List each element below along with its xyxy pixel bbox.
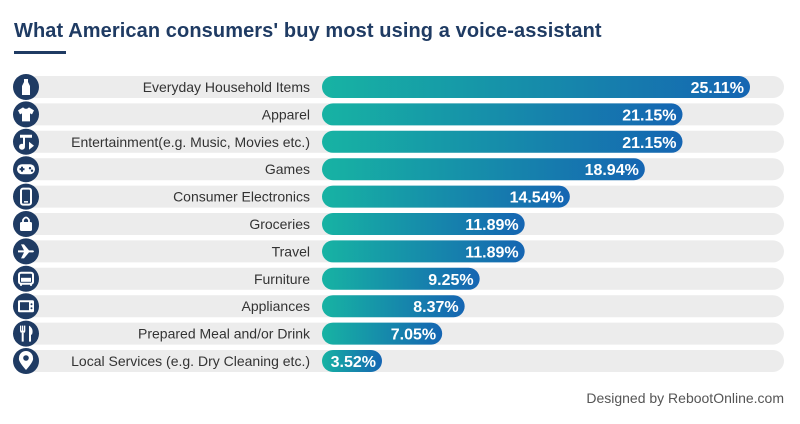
- value-label: 14.54%: [510, 190, 564, 207]
- bar-row: Prepared Meal and/or Drink 7.05%: [13, 320, 784, 347]
- value-label: 9.25%: [428, 272, 473, 289]
- bar: [322, 103, 683, 126]
- shopping-bag-icon: [13, 211, 39, 237]
- bar: [322, 158, 645, 181]
- category-label: Groceries: [249, 216, 310, 232]
- bar-row: Everyday Household Items 25.11%: [13, 74, 784, 100]
- bar: [322, 350, 382, 372]
- bar-row: Furniture 9.25%: [13, 265, 784, 292]
- bar-row: Groceries 11.89%: [13, 211, 784, 237]
- category-label: Furniture: [254, 271, 310, 287]
- category-label: Everyday Household Items: [143, 79, 310, 95]
- value-label: 11.89%: [465, 244, 518, 261]
- value-label: 21.15%: [622, 135, 676, 152]
- sofa-icon: [13, 265, 39, 292]
- title-underline: [14, 51, 66, 54]
- bar-row: Travel 11.89%: [13, 238, 784, 265]
- category-label: Appliances: [242, 298, 311, 314]
- bar: [322, 76, 750, 98]
- airplane-icon: [13, 238, 39, 265]
- music-note-icon: [13, 128, 39, 155]
- category-label: Local Services (e.g. Dry Cleaning etc.): [71, 353, 310, 369]
- map-pin-icon: [13, 348, 39, 374]
- bar: [322, 213, 525, 235]
- bar-row: Appliances 8.37%: [13, 293, 784, 320]
- bar-track: [14, 350, 784, 372]
- credit-text: Designed by RebootOnline.com: [586, 390, 784, 406]
- bar: [322, 240, 525, 263]
- bar: [322, 267, 480, 290]
- category-label: Apparel: [262, 106, 310, 122]
- category-label: Consumer Electronics: [173, 189, 310, 205]
- category-label: Prepared Meal and/or Drink: [138, 326, 311, 342]
- tshirt-icon: [13, 101, 39, 128]
- value-label: 21.15%: [622, 107, 676, 124]
- microwave-icon: [13, 293, 39, 320]
- value-label: 25.11%: [691, 80, 744, 97]
- gamepad-icon: [13, 156, 39, 183]
- bar: [322, 322, 443, 345]
- bar-row: Entertainment(e.g. Music, Movies etc.) 21…: [13, 128, 784, 155]
- value-label: 3.52%: [331, 354, 376, 371]
- bar-row: Consumer Electronics 14.54%: [13, 183, 784, 210]
- category-label: Travel: [272, 243, 310, 259]
- cutlery-icon: [13, 320, 39, 347]
- bar-row: Games 18.94%: [13, 156, 784, 183]
- category-label: Entertainment(e.g. Music, Movies etc.): [71, 134, 310, 150]
- bar-row: Apparel 21.15%: [13, 101, 784, 128]
- bar: [322, 130, 683, 153]
- chart-title: What American consumers' buy most using …: [14, 20, 602, 42]
- value-label: 7.05%: [391, 327, 436, 344]
- value-label: 18.94%: [585, 162, 639, 179]
- bar: [322, 295, 465, 318]
- bottle-icon: [13, 74, 39, 100]
- smartphone-icon: [13, 183, 39, 210]
- category-label: Games: [265, 161, 310, 177]
- bar-row: Local Services (e.g. Dry Cleaning etc.) 3…: [13, 348, 784, 374]
- value-label: 8.37%: [413, 299, 458, 316]
- bar: [322, 185, 570, 208]
- value-label: 11.89%: [465, 217, 518, 234]
